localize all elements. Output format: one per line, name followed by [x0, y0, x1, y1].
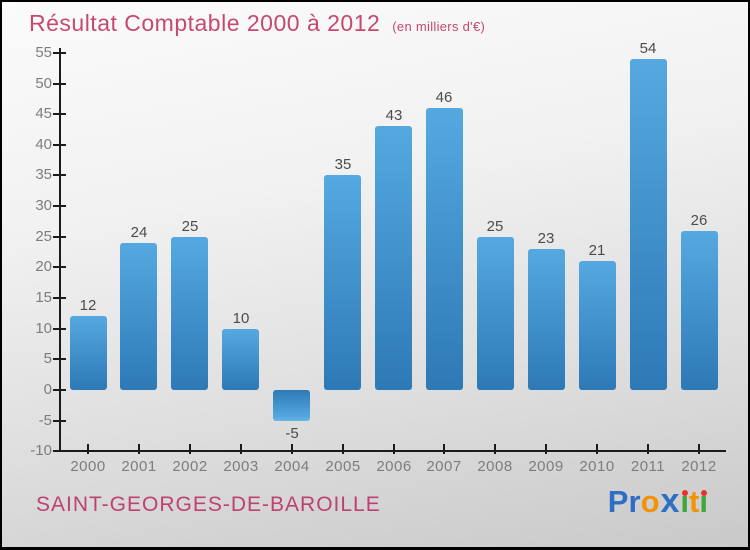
- chart-subtitle: (en milliers d'€): [392, 19, 486, 34]
- x-axis-tick: [494, 444, 496, 454]
- bar: [375, 126, 412, 390]
- bar-value-label: 46: [435, 89, 453, 106]
- y-axis-tick: [53, 174, 66, 177]
- bar: [324, 175, 361, 390]
- x-axis-tick-label: 2007: [426, 458, 462, 475]
- bar: [273, 390, 310, 421]
- bar: [120, 243, 157, 390]
- x-axis-tick-label: 2009: [528, 458, 564, 475]
- logo-letter-i-dot: [700, 490, 707, 496]
- title-block: Résultat Comptable 2000 à 2012 (en millie…: [29, 10, 485, 37]
- y-axis-tick-label: 20: [35, 258, 52, 276]
- y-axis-tick: [53, 450, 66, 453]
- y-axis-tick: [53, 143, 66, 146]
- y-axis-tick-label: 5: [43, 350, 52, 368]
- x-axis-tick-label: 2001: [121, 458, 157, 475]
- x-axis-tick: [393, 444, 395, 454]
- bar-value-label: 25: [486, 218, 504, 235]
- bar: [171, 237, 208, 390]
- chart-title: Résultat Comptable 2000 à 2012: [29, 10, 381, 36]
- x-axis-tick: [189, 444, 191, 454]
- logo-letter-o: o: [640, 484, 660, 519]
- bar: [579, 261, 616, 390]
- x-axis-tick-label: 2004: [274, 458, 310, 475]
- y-axis-tick: [53, 205, 66, 208]
- y-axis-tick: [53, 297, 66, 300]
- bar-value-label: 10: [232, 310, 250, 327]
- logo-letter-P: P: [607, 484, 629, 519]
- y-axis-tick: [53, 51, 66, 54]
- y-axis-tick-label: 15: [35, 289, 52, 307]
- x-axis-tick: [291, 444, 293, 454]
- logo-letter-t: t: [689, 484, 700, 519]
- bar: [630, 59, 667, 390]
- y-axis-tick-label: 55: [35, 43, 52, 61]
- x-axis-tick: [443, 444, 445, 454]
- bar: [222, 329, 259, 390]
- bar-value-label: 54: [639, 40, 657, 57]
- logo-letter-r: r: [628, 484, 641, 519]
- x-axis-tick-label: 2008: [477, 458, 513, 475]
- y-axis-tick-label: -10: [30, 442, 52, 460]
- x-axis-tick: [138, 444, 140, 454]
- proxiti-logo: Proxı tı: [608, 484, 708, 520]
- bar-value-label: 21: [588, 242, 606, 259]
- bar-value-label: 26: [690, 212, 708, 229]
- y-axis-tick: [53, 82, 66, 85]
- x-axis-tick-label: 2010: [579, 458, 615, 475]
- y-axis-tick: [53, 235, 66, 238]
- bar-value-label: -5: [285, 425, 299, 442]
- y-axis-tick-label: 45: [35, 105, 52, 123]
- logo-letter-x: x: [660, 482, 680, 520]
- x-axis-tick: [647, 444, 649, 454]
- commune-name: SAINT-GEORGES-DE-BAROILLE: [36, 493, 381, 516]
- y-axis-tick-label: 0: [43, 381, 52, 398]
- logo-letter-i: ı: [699, 484, 708, 519]
- x-axis-tick-label: 2000: [70, 458, 106, 475]
- x-axis-tick: [87, 444, 89, 454]
- x-axis-tick: [342, 444, 344, 454]
- y-axis-tick: [53, 358, 66, 361]
- x-axis-tick-label: 2005: [325, 458, 361, 475]
- bar-value-label: 25: [181, 218, 199, 235]
- y-axis-tick-label: 50: [35, 74, 52, 92]
- bar-value-label: 35: [334, 156, 352, 173]
- y-axis-tick: [53, 113, 66, 116]
- y-axis-tick-label: 35: [35, 166, 52, 184]
- x-axis-tick-label: 2012: [681, 458, 717, 475]
- y-axis-tick-label: 40: [35, 135, 52, 153]
- x-axis-tick-label: 2002: [172, 458, 208, 475]
- x-axis-tick: [596, 444, 598, 454]
- x-axis-tick: [240, 444, 242, 454]
- x-axis-tick-label: 2003: [223, 458, 259, 475]
- bar: [70, 316, 107, 390]
- y-axis-tick-label: -5: [38, 411, 52, 429]
- x-axis-line: [53, 450, 726, 452]
- y-axis-tick: [53, 327, 66, 330]
- y-axis-tick-label: 30: [35, 197, 52, 215]
- bar: [681, 231, 718, 390]
- y-axis-tick: [53, 266, 66, 269]
- x-axis-tick: [698, 444, 700, 454]
- bar-value-label: 43: [385, 107, 403, 124]
- x-axis-tick-label: 2006: [376, 458, 412, 475]
- bar: [477, 237, 514, 390]
- logo-letter-i: ı: [680, 484, 690, 519]
- bar-value-label: 23: [537, 230, 555, 247]
- bar: [426, 108, 463, 390]
- y-axis-tick-label: 10: [35, 319, 52, 337]
- y-axis-tick-label: 25: [35, 227, 52, 245]
- y-axis-line: [59, 48, 61, 452]
- y-axis-tick: [53, 389, 66, 391]
- bar-value-label: 12: [79, 297, 97, 314]
- logo-letter-i-dot: [681, 490, 688, 496]
- x-axis-tick-label: 2011: [630, 458, 666, 475]
- y-axis-tick: [53, 419, 66, 422]
- bar-value-label: 24: [130, 224, 148, 241]
- bar: [528, 249, 565, 390]
- x-axis-tick: [545, 444, 547, 454]
